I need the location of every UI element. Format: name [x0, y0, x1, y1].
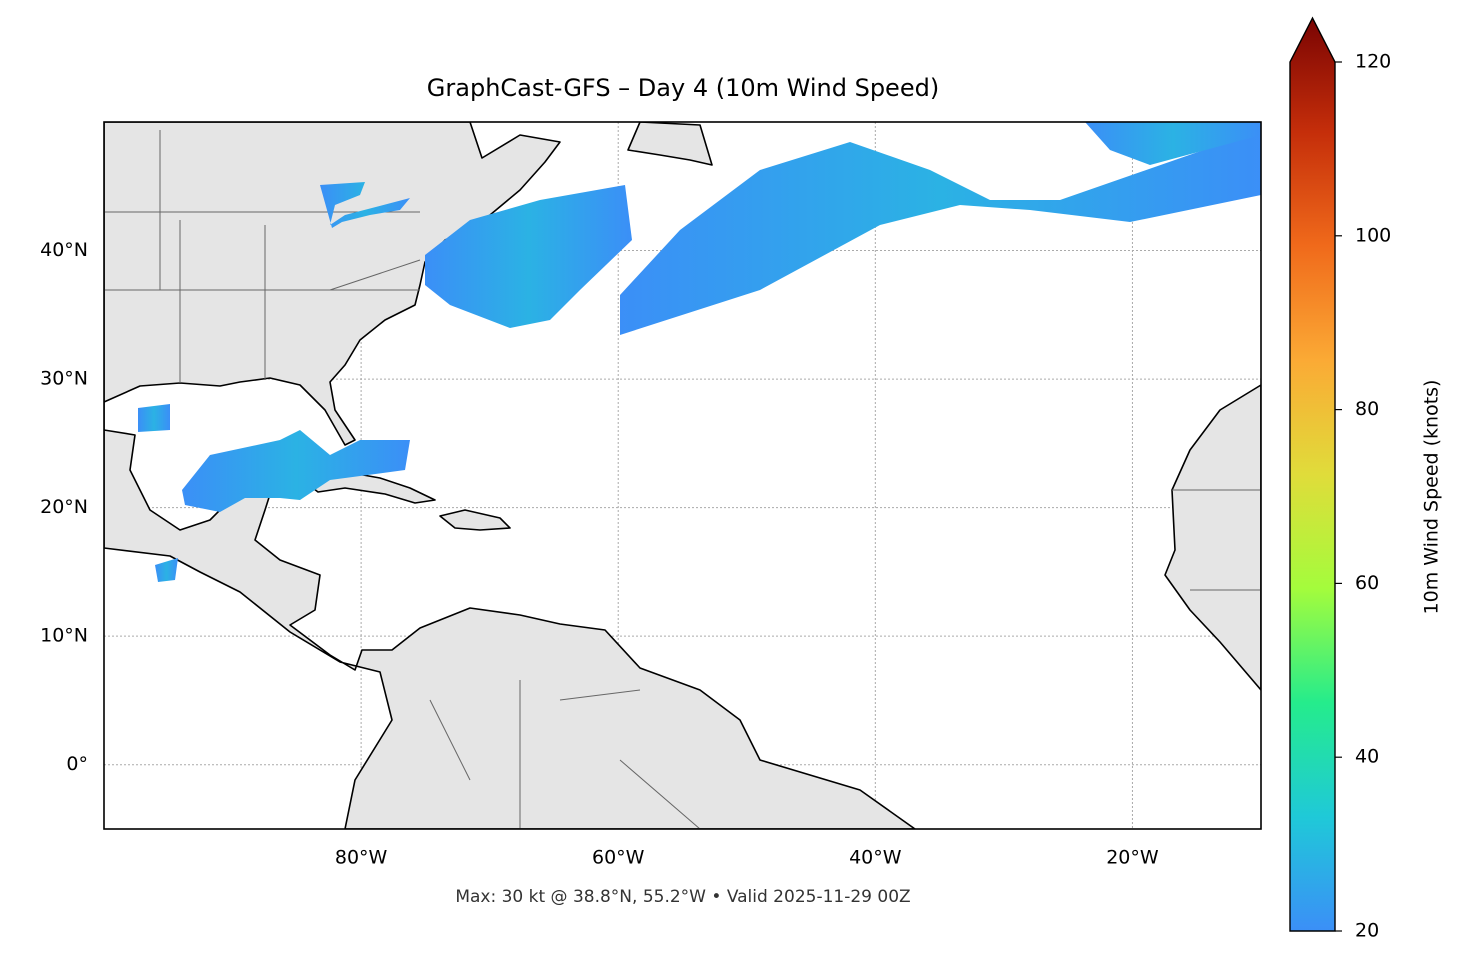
- borders: [104, 130, 1261, 829]
- colorbar-tick-label: 80: [1355, 398, 1379, 420]
- map: [104, 122, 1261, 829]
- africa: [1164, 384, 1261, 691]
- footnote: Max: 30 kt @ 38.8°N, 55.2°W • Valid 2025…: [455, 887, 910, 907]
- y-tick-label: 30°N: [40, 368, 88, 390]
- chart-title: GraphCast-GFS – Day 4 (10m Wind Speed): [427, 74, 939, 102]
- colorbar: 10m Wind Speed (knots) 20 40 60 80 100 120: [1289, 16, 1443, 942]
- y-tick-label: 10°N: [40, 625, 88, 647]
- colorbar-tick-label: 120: [1355, 51, 1391, 73]
- y-tick-label: 20°N: [40, 496, 88, 518]
- hispaniola: [439, 509, 511, 531]
- map-frame: [103, 121, 1262, 830]
- colorbar-tick-label: 20: [1355, 920, 1379, 942]
- x-tick-label: 40°W: [849, 847, 902, 869]
- colorbar-tick-label: 60: [1355, 572, 1379, 594]
- wind-field: [138, 122, 1261, 582]
- x-tick-label: 60°W: [592, 847, 645, 869]
- colorbar-tick-label: 100: [1355, 224, 1391, 246]
- x-tick-label: 80°W: [335, 847, 388, 869]
- colorbar-tick-label: 40: [1355, 746, 1379, 768]
- y-tick-label: 0°: [66, 753, 88, 775]
- y-tick-label: 40°N: [40, 239, 88, 261]
- x-tick-label: 20°W: [1106, 847, 1159, 869]
- newfoundland: [627, 122, 713, 166]
- colorbar-body: [1289, 16, 1336, 932]
- colorbar-label: 10m Wind Speed (knots): [1421, 380, 1443, 615]
